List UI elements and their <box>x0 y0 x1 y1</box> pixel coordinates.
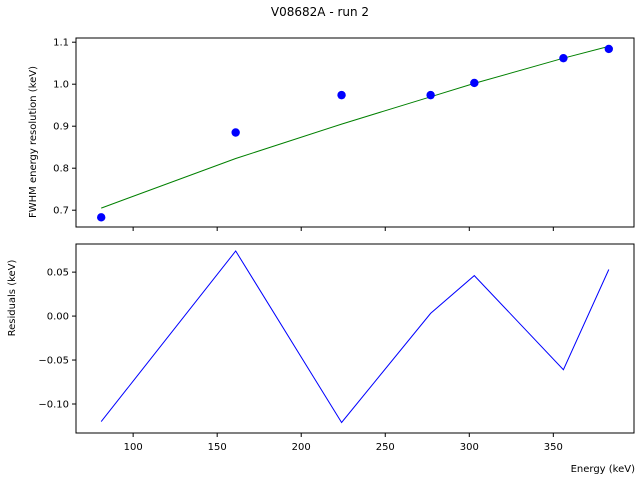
bottom-y-ticks: −0.10 −0.05 0.00 0.05 <box>38 268 76 410</box>
top-series <box>97 44 613 222</box>
bottom-plot-frame <box>75 243 635 434</box>
bottom-x-axis-label: Energy (keV) <box>571 464 636 475</box>
resolution-point-4 <box>470 78 479 88</box>
bottom-y-axis-label: Residuals (keV) <box>7 259 18 336</box>
residuals-line <box>100 250 610 424</box>
fit-line <box>101 45 609 209</box>
bottom-x-tick-label-5: 350 <box>544 442 563 453</box>
bottom-x-tick-label-0: 100 <box>124 442 143 453</box>
top-y-tick-label-3: 1.0 <box>53 80 69 91</box>
bottom-x-tick-label-2: 200 <box>292 442 311 453</box>
bottom-x-tick-label-4: 300 <box>460 442 479 453</box>
top-y-tick-label-0: 0.7 <box>53 206 69 217</box>
top-y-tick-label-2: 0.9 <box>53 122 69 133</box>
resolution-point-1 <box>231 128 240 137</box>
bottom-x-tick-label-3: 250 <box>376 442 395 453</box>
resolution-point-0 <box>97 213 106 222</box>
bottom-y-tick-label-0: −0.10 <box>38 399 69 410</box>
resolution-point-2 <box>337 90 346 100</box>
resolution-point-5 <box>559 53 568 63</box>
resolution-point-3 <box>426 90 435 100</box>
resolution-point-6 <box>604 44 613 54</box>
bottom-y-tick-label-1: −0.05 <box>38 356 69 367</box>
bottom-panel: 100 150 200 250 300 350 −0.10 −0.05 0.00 0.05 Re… <box>7 243 636 475</box>
top-y-tick-label-4: 1.1 <box>53 38 69 49</box>
bottom-x-tick-label-1: 150 <box>208 442 227 453</box>
bottom-y-tick-label-2: 0.00 <box>47 312 69 323</box>
bottom-x-ticks: 100 150 200 250 300 350 <box>124 433 563 453</box>
top-y-tick-label-1: 0.8 <box>53 164 69 175</box>
bottom-y-tick-label-3: 0.05 <box>47 268 69 279</box>
bottom-series <box>100 250 610 424</box>
top-panel: 0.7 0.8 0.9 1.0 1.1 FWHM energy resolution (… <box>28 37 635 231</box>
top-y-axis-label: FWHM energy resolution (keV) <box>28 66 39 218</box>
top-plot-frame <box>75 37 635 228</box>
figure-title: V08682A - run 2 <box>271 5 369 19</box>
top-x-ticks <box>132 227 554 231</box>
top-y-ticks: 0.7 0.8 0.9 1.0 1.1 <box>53 38 76 217</box>
